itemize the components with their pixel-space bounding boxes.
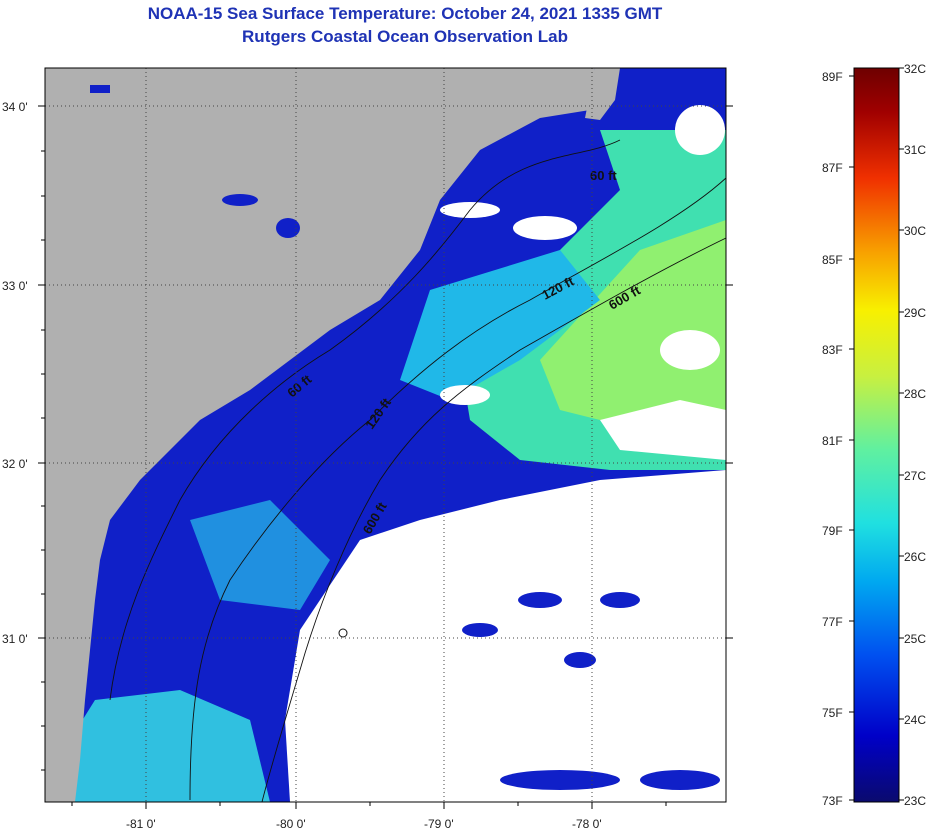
lake-patch [90,85,110,93]
map-title: NOAA-15 Sea Surface Temperature: October… [147,4,663,23]
fahrenheit-label: 87F [822,161,843,175]
fahrenheit-label: 89F [822,70,843,84]
sst-patch [600,592,640,608]
lon-label: -81 0' [126,817,156,831]
cloud-patch [513,216,577,240]
map-frame [44,67,727,803]
sst-patch [518,592,562,608]
lat-label: 33 0' [2,279,28,293]
lat-label: 32 0' [2,457,28,471]
fahrenheit-label: 85F [822,253,843,267]
land-cape [585,68,620,120]
graticule [45,68,726,802]
south-shelf-cyan [60,690,270,802]
sst-patch [640,770,720,790]
lon-label: -79 0' [424,817,454,831]
colorbar-gradient [853,67,900,803]
lake-patch [276,218,300,238]
celsius-label: 23C [904,794,926,808]
celsius-label: 28C [904,387,926,401]
contour-60ft [109,139,621,701]
sst-patch [462,623,498,637]
fahrenheit-label: 81F [822,434,843,448]
cloud-mass-southeast [285,470,726,802]
cloud-patch [660,330,720,370]
map-subtitle: Rutgers Coastal Ocean Observation Lab [242,27,568,46]
celsius-label: 30C [904,224,926,238]
fahrenheit-label: 79F [822,524,843,538]
sst-patch [564,652,596,668]
contour-600ft [261,237,726,802]
cloud-patch [675,105,725,155]
lat-label: 34 0' [2,100,28,114]
lat-label: 31 0' [2,632,28,646]
celsius-label: 32C [904,62,926,76]
lon-label: -80 0' [276,817,306,831]
fahrenheit-label: 83F [822,343,843,357]
fahrenheit-label: 77F [822,615,843,629]
lake-patch [222,194,258,206]
mid-shelf-lightblue [190,500,330,610]
buoy-marker [338,628,348,638]
celsius-label: 25C [904,632,926,646]
celsius-label: 24C [904,713,926,727]
teal-band [400,250,600,400]
colorbar-ticks [849,67,904,801]
axis-ticks [38,105,733,809]
land-mass [45,68,595,802]
lon-label: -78 0' [572,817,602,831]
contour-label: 60 ft [590,168,617,183]
sst-patch [500,770,620,790]
contour-120ft [189,177,726,801]
gulf-stream-region [540,220,726,430]
fahrenheit-label: 73F [822,794,843,808]
celsius-label: 26C [904,550,926,564]
fahrenheit-label: 75F [822,706,843,720]
celsius-label: 31C [904,143,926,157]
cloud-mass-east [600,400,726,460]
cloud-patch [440,385,490,405]
celsius-label: 29C [904,306,926,320]
celsius-label: 27C [904,469,926,483]
